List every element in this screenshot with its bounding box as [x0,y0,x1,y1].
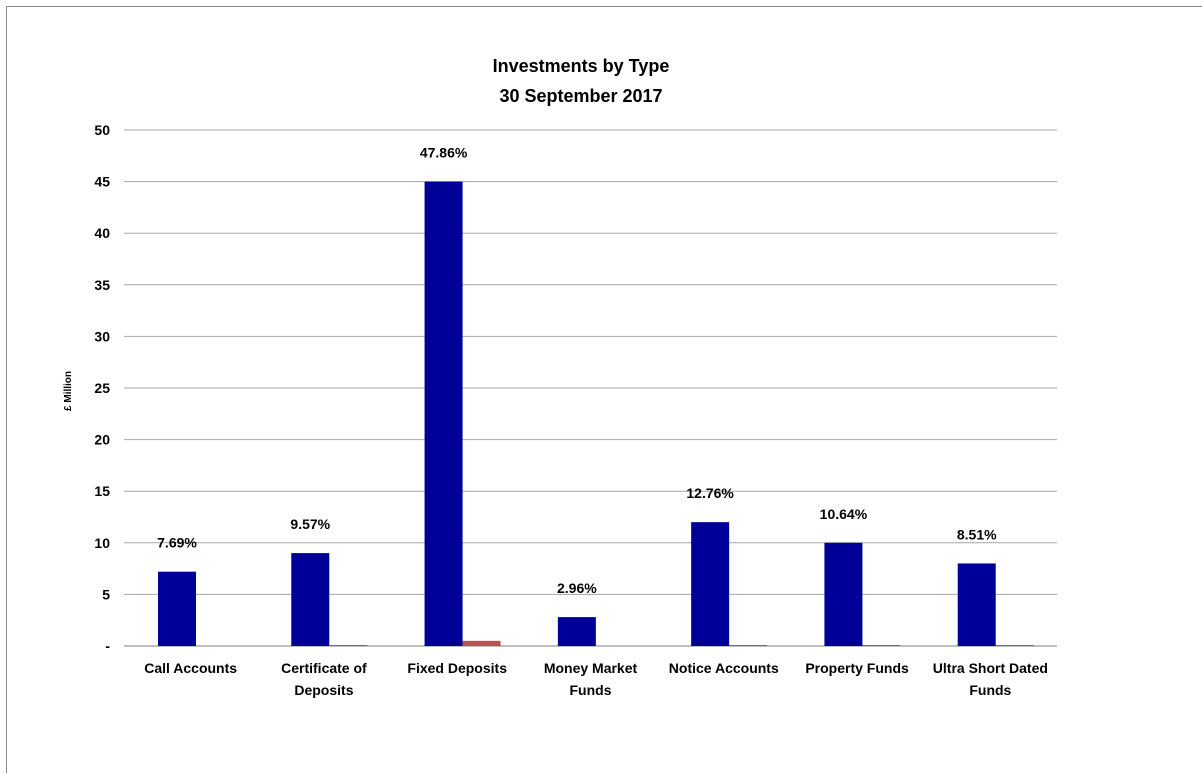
y-tick-label: 45 [94,174,110,190]
y-axis-label: £ Million [63,371,74,411]
category-label: Funds [969,682,1011,698]
y-tick-label: 20 [94,432,110,448]
bar-primary [291,553,329,646]
y-axis-ticks: - 5 10 15 20 25 30 35 40 45 50 [94,122,110,654]
data-label: 47.86% [420,145,468,161]
bars [158,182,1034,646]
bar-secondary [329,645,367,646]
category-label: Certificate of [281,660,367,676]
x-axis-categories: Call Accounts Certificate of Deposits Fixed… [144,660,1048,698]
category-label: Property Funds [805,660,909,676]
data-label: 7.69% [157,535,197,551]
category-label: Funds [570,682,612,698]
data-label: 2.96% [557,580,597,596]
bar-primary [158,572,196,646]
chart-title: Investments by Type [493,56,670,76]
bar-secondary [463,641,501,646]
bar-secondary [996,645,1034,646]
bar-secondary [729,645,767,646]
y-tick-label: 25 [94,380,110,396]
bar-primary [958,563,996,646]
y-tick-label: 10 [94,535,110,551]
bar-primary [691,522,729,646]
y-tick-label: 30 [94,328,110,344]
y-tick-label: 5 [102,586,110,602]
category-label: Money Market [544,660,638,676]
bar-primary [425,182,463,646]
y-tick-label: 40 [94,225,110,241]
data-label: 8.51% [957,526,997,542]
category-label: Call Accounts [144,660,237,676]
chart-subtitle: 30 September 2017 [499,86,662,106]
bar-primary [824,543,862,646]
category-label: Fixed Deposits [407,660,507,676]
category-label: Notice Accounts [669,660,779,676]
data-labels: 7.69% 9.57% 47.86% 2.96% 12.76% 10.64% 8.51% [157,145,997,597]
chart-area: - 5 10 15 20 25 30 35 40 45 50 7.69% 9.57% 47.86% 2.9… [6,6,1202,773]
data-label: 9.57% [290,516,330,532]
bar-secondary [862,645,900,646]
bar-chart: - 5 10 15 20 25 30 35 40 45 50 7.69% 9.57% 47.86% 2.9… [7,7,1202,774]
y-tick-label: - [105,638,110,654]
data-label: 12.76% [686,485,734,501]
y-tick-label: 50 [94,122,110,138]
bar-primary [558,617,596,646]
category-label: Deposits [294,682,353,698]
category-label: Ultra Short Dated [933,660,1048,676]
y-tick-label: 15 [94,483,110,499]
y-tick-label: 35 [94,277,110,293]
gridlines [124,130,1057,646]
data-label: 10.64% [820,506,868,522]
